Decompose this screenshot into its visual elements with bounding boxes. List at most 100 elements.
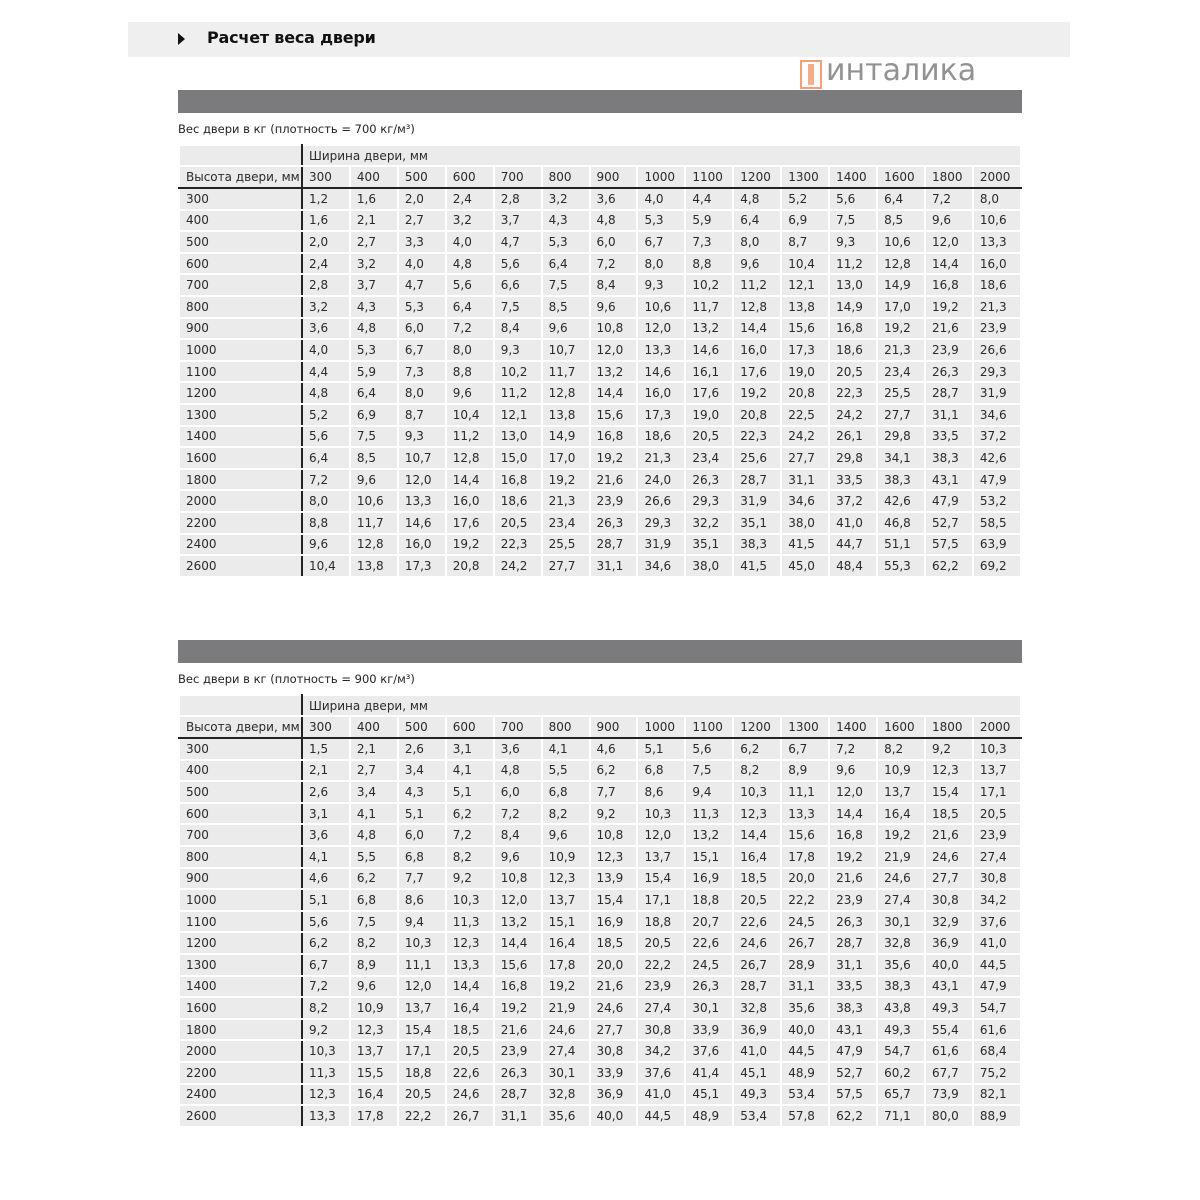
weight-cell: 15,6 — [780, 316, 831, 341]
weight-cell: 10,8 — [588, 316, 639, 341]
column-header: 400 — [348, 165, 399, 189]
weight-cell: 4,3 — [540, 208, 591, 233]
weight-cell: 23,9 — [828, 888, 879, 912]
weight-cell: 43,1 — [923, 974, 974, 999]
weight-cell: 19,2 — [732, 381, 783, 405]
weight-cell: 12,0 — [588, 338, 639, 362]
header-corner — [178, 694, 303, 717]
weight-table: Ширина двери, мм Высота двери, мм 300 400 50… — [178, 694, 1023, 1128]
weight-cell: 6,4 — [348, 381, 399, 405]
table-row: 1300 5,2 6,9 8,7 10,4 12,1 13,8 15,6 17,3 19,0 20,… — [178, 402, 1023, 427]
weight-cell: 11,1 — [780, 780, 831, 804]
column-header: 300 — [301, 165, 351, 189]
weight-cell: 3,2 — [348, 251, 399, 276]
weight-cell: 13,3 — [396, 489, 447, 513]
weight-cell: 80,0 — [923, 1104, 974, 1128]
column-header: 1800 — [923, 715, 974, 739]
weight-cell: 16,8 — [492, 467, 543, 492]
weight-cell: 10,4 — [444, 402, 495, 427]
weight-cell: 1,6 — [301, 208, 351, 233]
table-row: 1100 5,6 7,5 9,4 11,3 13,2 15,1 16,9 18,8 20,7 22,… — [178, 909, 1023, 934]
weight-cell: 13,2 — [588, 359, 639, 384]
weight-cell: 11,3 — [684, 801, 735, 826]
weight-cell: 16,8 — [588, 424, 639, 449]
weight-cell: 12,3 — [540, 866, 591, 891]
weight-cell: 20,0 — [588, 952, 639, 977]
weight-cell: 9,6 — [923, 208, 974, 233]
table-row: 2400 9,6 12,8 16,0 19,2 22,3 25,5 28,7 31,9 35,1 3… — [178, 532, 1023, 557]
weight-cell: 17,8 — [780, 844, 831, 869]
weight-cell: 8,0 — [301, 489, 351, 513]
weight-cell: 29,8 — [876, 424, 926, 449]
weight-cell: 21,3 — [971, 294, 1023, 319]
weight-cell: 16,0 — [732, 338, 783, 362]
weight-cell: 26,3 — [684, 974, 735, 999]
weight-cell: 27,4 — [540, 1039, 591, 1063]
weight-cell: 8,8 — [301, 510, 351, 535]
table-row: 2200 8,8 11,7 14,6 17,6 20,5 23,4 26,3 29,3 32,2 3… — [178, 510, 1023, 535]
weight-cell: 8,0 — [971, 187, 1023, 211]
weight-cell: 41,4 — [684, 1060, 735, 1085]
weight-cell: 13,2 — [684, 316, 735, 341]
table-row: 1200 4,8 6,4 8,0 9,6 11,2 12,8 14,4 16,0 17,6 19,2… — [178, 381, 1023, 405]
row-header-label: Высота двери, мм — [178, 165, 303, 189]
weight-cell: 7,3 — [396, 359, 447, 384]
weight-cell: 41,0 — [636, 1082, 687, 1107]
weight-cell: 71,1 — [876, 1104, 926, 1128]
weight-cell: 37,6 — [971, 909, 1023, 934]
weight-cell: 15,6 — [492, 952, 543, 977]
table-row: 500 2,0 2,7 3,3 4,0 4,7 5,3 6,0 6,7 7,3 8,0 8,7 9,3 1… — [178, 230, 1023, 254]
weight-cell: 16,8 — [492, 974, 543, 999]
weight-cell: 7,3 — [684, 230, 735, 254]
weight-cell: 34,2 — [636, 1039, 687, 1063]
weight-cell: 21,6 — [492, 1017, 543, 1042]
weight-cell: 11,3 — [444, 909, 495, 934]
weight-cell: 67,7 — [923, 1060, 974, 1085]
weight-cell: 17,6 — [684, 381, 735, 405]
weight-cell: 30,1 — [540, 1060, 591, 1085]
weight-cell: 12,8 — [732, 294, 783, 319]
weight-cell: 2,7 — [348, 230, 399, 254]
weight-cell: 20,5 — [828, 359, 879, 384]
table-row: 1400 5,6 7,5 9,3 11,2 13,0 14,9 16,8 18,6 20,5 22,… — [178, 424, 1023, 449]
row-height-label: 1200 — [178, 381, 303, 405]
weight-cell: 3,6 — [301, 823, 351, 847]
weight-cell: 5,6 — [301, 424, 351, 449]
weight-cell: 4,6 — [588, 737, 639, 761]
row-height-label: 1800 — [178, 1017, 303, 1042]
weight-cell: 37,2 — [828, 489, 879, 513]
weight-cell: 19,2 — [828, 844, 879, 869]
weight-cell: 17,6 — [444, 510, 495, 535]
row-height-label: 2400 — [178, 1082, 303, 1107]
weight-cell: 27,7 — [540, 554, 591, 578]
row-height-label: 300 — [178, 187, 303, 211]
weight-cell: 8,9 — [348, 952, 399, 977]
weight-cell: 6,9 — [780, 208, 831, 233]
weight-cell: 6,7 — [780, 737, 831, 761]
weight-cell: 6,2 — [301, 931, 351, 955]
weight-cell: 2,8 — [492, 187, 543, 211]
row-height-label: 600 — [178, 251, 303, 276]
weight-cell: 11,2 — [828, 251, 879, 276]
weight-cell: 9,6 — [444, 381, 495, 405]
weight-cell: 44,5 — [780, 1039, 831, 1063]
weight-cell: 24,6 — [876, 866, 926, 891]
weight-cell: 41,0 — [828, 510, 879, 535]
weight-cell: 16,0 — [636, 381, 687, 405]
weight-cell: 58,5 — [971, 510, 1023, 535]
weight-cell: 2,8 — [301, 273, 351, 297]
weight-cell: 9,6 — [828, 758, 879, 783]
weight-cell: 10,2 — [492, 359, 543, 384]
weight-cell: 25,5 — [540, 532, 591, 557]
weight-cell: 16,0 — [971, 251, 1023, 276]
weight-cell: 10,2 — [684, 273, 735, 297]
row-height-label: 900 — [178, 316, 303, 341]
weight-cell: 38,3 — [876, 974, 926, 999]
weight-cell: 1,5 — [301, 737, 351, 761]
weight-cell: 88,9 — [971, 1104, 1023, 1128]
row-height-label: 1200 — [178, 931, 303, 955]
weight-cell: 23,4 — [876, 359, 926, 384]
weight-cell: 1,2 — [301, 187, 351, 211]
weight-cell: 34,6 — [780, 489, 831, 513]
column-header: 1800 — [923, 165, 974, 189]
